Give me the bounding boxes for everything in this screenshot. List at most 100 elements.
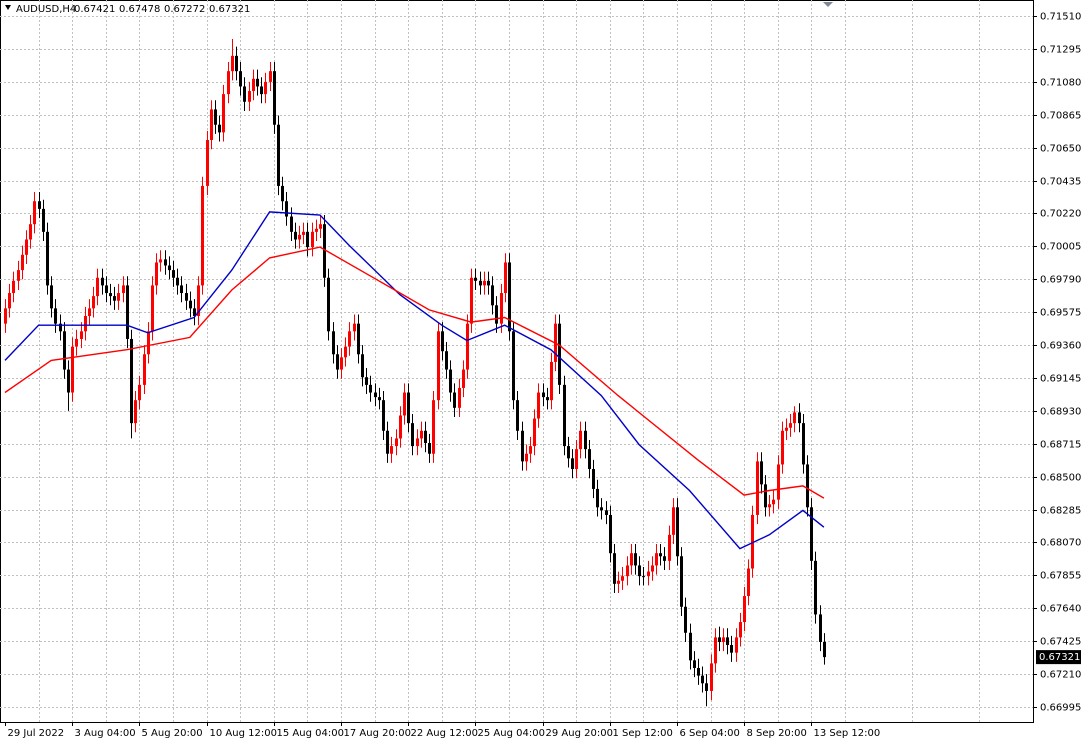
candle-body [357,323,360,355]
candle-body [42,208,45,232]
candle-body [361,354,364,378]
candle-body [105,285,108,294]
candle-body [46,231,49,286]
moving-average [4,246,825,499]
low-value: 0.67272 [164,4,205,15]
candle-body [294,231,297,240]
candle-body [151,285,154,332]
candle-body [399,415,402,439]
candle-body [751,514,754,569]
candle-body [609,514,612,554]
candle-body [4,308,7,324]
y-tick-label: 0.69145 [1040,374,1081,385]
candle-body [96,277,99,297]
candle-body [273,71,276,125]
plot-frame [0,0,1034,723]
candle-body [495,305,498,324]
y-tick-label: 0.70005 [1040,242,1081,253]
y-tick-label: 0.68715 [1040,440,1081,451]
y-tick-label: 0.68070 [1040,538,1081,549]
candle-body [185,293,188,301]
candle-body [756,461,759,515]
candle-body [168,265,171,271]
candle-body [563,384,566,447]
candle-body [500,293,503,324]
candle-body [147,331,150,355]
candle-body [714,637,717,664]
candle-body [180,285,183,294]
candle-body [739,622,742,638]
candle-body [579,430,582,450]
x-tick-label: 22 Aug 12:00 [411,728,478,739]
candle-body [332,331,335,355]
candle-body [59,323,62,332]
candle-body [38,201,41,209]
candle-body [592,469,595,489]
candle-body [474,277,477,281]
candle-body [546,397,549,401]
y-tick-label: 0.66995 [1040,703,1081,714]
candle-body [768,504,771,508]
open-value: 0.67421 [74,4,115,15]
shift-marker[interactable] [823,2,833,7]
y-tick-label: 0.67425 [1040,637,1081,648]
candle-body [403,392,406,416]
y-tick-label: 0.67640 [1040,604,1081,615]
candle-body [785,427,788,431]
y-tick-label: 0.68930 [1040,407,1081,418]
candle-body [164,259,167,266]
candle-body [311,231,314,248]
y-tick-label: 0.70435 [1040,177,1081,188]
candle-body [193,308,196,317]
candle-body [542,392,545,398]
x-tick-label: 10 Aug 12:00 [210,728,277,739]
candle-body [705,683,708,691]
candle-body [382,400,385,431]
candle-body [407,392,410,424]
candle-body [793,412,796,424]
candle-body [814,560,817,615]
menu-arrow[interactable] [5,5,11,10]
candle-body [25,239,28,255]
candle-body [420,430,423,439]
candle-body [323,224,326,278]
candle-body [348,331,351,347]
candle-body [252,78,255,92]
candle-body [71,346,74,393]
candle-body [12,280,15,294]
candle-body [710,663,713,691]
candle-body [117,293,120,301]
candle-body [529,446,532,454]
candle-body [319,224,322,229]
candle-body [222,94,225,133]
candle-body [54,308,57,324]
candle-body [67,369,70,393]
candle-body [134,400,137,424]
candle-body [487,280,490,286]
candle-body [197,285,200,317]
candle-body [508,262,511,332]
y-tick-label: 0.69360 [1040,341,1081,352]
candle-body [726,637,729,646]
candle-body [248,91,251,102]
candle-body [550,361,553,401]
candle-body [684,606,687,633]
candle-body [390,446,393,454]
candle-body [659,553,662,557]
y-tick-label: 0.71295 [1040,45,1081,56]
x-tick-label: 5 Aug 20:00 [142,728,203,739]
candle-body [819,614,822,642]
current-price-label: 0.67321 [1039,652,1080,663]
candle-body [605,510,608,515]
candle-body [378,397,381,401]
candle-body [122,285,125,294]
candle-body [445,351,448,370]
candle-body [172,270,175,278]
candle-body [344,346,347,358]
candle-body [701,675,704,684]
x-tick-label: 29 Jul 2022 [8,728,65,739]
candle-body [571,458,574,470]
candle-body [479,280,482,286]
candle-body [806,464,809,508]
